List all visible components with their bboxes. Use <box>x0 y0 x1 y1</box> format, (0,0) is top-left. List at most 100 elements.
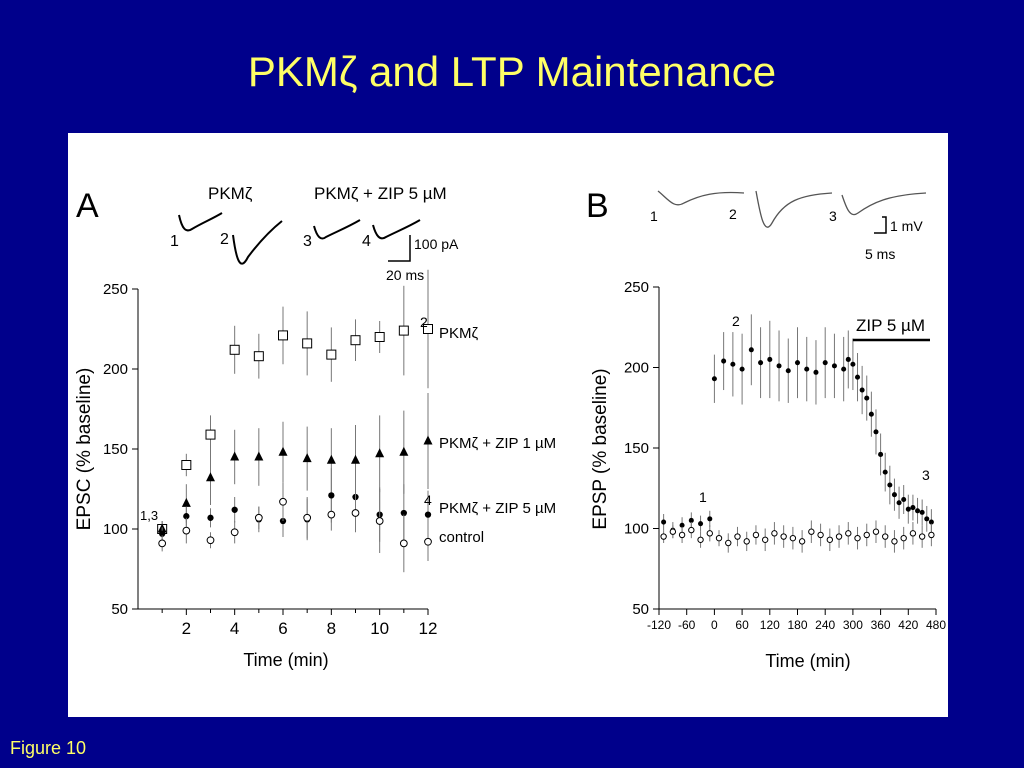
panel-b-ytick-label: 150 <box>624 440 649 457</box>
panel-a-point-filled <box>424 511 432 518</box>
panel-b-ytick-label: 250 <box>624 279 649 296</box>
panel-a-point-open <box>158 539 167 548</box>
panel-a-label: A <box>76 187 99 225</box>
panel-a-point-filled <box>400 509 407 517</box>
panel-a-point-open <box>230 528 239 537</box>
panel-a-annotation-1-3: 1,3 <box>140 508 158 523</box>
panel-a-point-square <box>253 351 264 362</box>
panel-b-xtick-label: 240 <box>815 618 835 632</box>
legend-pkmz: PKMζ <box>439 325 479 342</box>
panel-b-point-filled <box>730 361 736 367</box>
panel-a-point-square <box>229 344 240 355</box>
panel-b-point-open <box>882 533 889 540</box>
legend-pkmz-zip1: PKMζ + ZIP 1 µM <box>439 435 556 452</box>
panel-b-point-open <box>660 533 667 540</box>
panel-a-xtick-label: 2 <box>182 619 191 638</box>
panel-b-marks <box>660 314 935 553</box>
trace-b-scale-x: 5 ms <box>865 246 895 262</box>
panel-a-point-triangle <box>278 446 288 456</box>
panel-a-xlabel: Time (min) <box>243 650 328 670</box>
panel-b-point-filled <box>850 361 856 367</box>
trace-b-3 <box>841 192 927 216</box>
panel-b-point-open <box>817 531 824 539</box>
panel-b-point-filled <box>711 376 717 382</box>
panel-a-point-filled <box>231 506 238 513</box>
panel-a-point-square <box>302 338 313 349</box>
panel-a-axes: 50 100 150 200 250 2 4 6 8 10 12 <box>103 281 437 638</box>
panel-a-ytick-label: 200 <box>103 361 128 378</box>
panel-a-ytick-label: 50 <box>111 601 128 618</box>
panel-b-point-filled <box>739 366 745 372</box>
panel-a-point-square <box>423 324 433 334</box>
panel-b-xtick-label: 300 <box>843 618 863 632</box>
panel-a-ylabel: EPSC (% baseline) <box>74 368 95 531</box>
panel-b-point-open <box>854 534 861 542</box>
panel-a-point-open <box>351 509 360 517</box>
panel-a-point-open <box>375 517 384 525</box>
trace-b-number-3: 3 <box>829 208 837 224</box>
panel-b-point-filled <box>794 360 801 366</box>
panel-b-point-open <box>734 533 741 540</box>
panel-b-point-filled <box>698 521 704 527</box>
trace-number-1: 1 <box>170 233 179 250</box>
panel-a-point-square <box>181 460 192 470</box>
panel-b-point-open <box>798 538 806 545</box>
panel-b-xtick-label: -120 <box>647 618 671 632</box>
panel-b-point-filled <box>878 451 884 457</box>
panel-b-point-filled <box>804 366 810 372</box>
panel-a-point-open <box>206 536 215 545</box>
panel-b-point-filled <box>831 363 837 369</box>
panel-b-ylabel: EPSP (% baseline) <box>590 368 611 529</box>
trace-number-2: 2 <box>220 231 229 248</box>
panel-b-point-filled <box>822 360 828 366</box>
panel-a-xtick-label: 6 <box>278 619 287 638</box>
panel-a-point-open <box>279 497 287 506</box>
panel-b-point-filled <box>661 519 667 525</box>
panel-b-annotation-1: 1 <box>699 489 707 505</box>
panel-b-point-open <box>725 539 732 547</box>
legend-control: control <box>439 529 484 546</box>
panel-b-point-open <box>752 531 760 539</box>
panel-b-axes: 50 100 150 200 250 -120 -60 0 60 120 180 240 300 360 4… <box>624 279 946 632</box>
trace-label-pkmz: PKMζ <box>208 184 253 203</box>
panel-b-point-open <box>669 528 677 535</box>
panel-a-annotation-4: 4 <box>424 492 432 508</box>
trace-b-scale-bar <box>874 216 887 234</box>
panel-a-point-filled <box>183 513 190 520</box>
panel-b-xtick-label: -60 <box>678 618 696 632</box>
panel-b-point-open <box>845 530 852 537</box>
panel-b-point-filled <box>841 366 847 372</box>
panel-a-trace-inset <box>178 212 421 265</box>
panel-b-point-filled <box>896 500 902 506</box>
panel-b-point-open <box>872 528 880 535</box>
panel-b-point-open <box>678 531 686 539</box>
panel-b-point-filled <box>679 522 685 528</box>
panel-a-point-square <box>205 429 216 440</box>
panel-a-marks <box>157 269 433 573</box>
panel-a-point-open <box>182 526 191 535</box>
panel-b-xtick-label: 60 <box>735 618 749 632</box>
panel-b-point-filled <box>864 395 870 401</box>
trace-3 <box>313 219 361 240</box>
panel-a-ytick-label: 150 <box>103 441 128 458</box>
panel-b-ytick-label: 50 <box>632 601 649 618</box>
panel-a-point-filled <box>159 530 166 537</box>
trace-label-pkmz-zip: PKMζ + ZIP 5 µM <box>314 184 447 203</box>
panel-b-point-filled <box>748 347 754 353</box>
panel-b-point-open <box>900 534 907 542</box>
panel-a-point-square <box>350 335 361 346</box>
panel-a-point-triangle <box>181 497 191 507</box>
panel-b-point-open <box>761 536 769 543</box>
panel-a-point-open <box>254 513 263 522</box>
trace-2 <box>232 220 283 265</box>
panel-b-point-open <box>743 538 750 545</box>
panel-b-point-filled <box>915 508 921 514</box>
panel-b-point-open <box>697 536 704 543</box>
panel-a-point-open <box>327 510 336 519</box>
panel-b-point-filled <box>854 374 861 380</box>
trace-b-scale-y: 1 mV <box>890 218 923 234</box>
panel-a: A PKMζ PKMζ + ZIP 5 µM 1 2 3 4 100 pA 20… <box>74 184 556 670</box>
panel-a-point-open <box>399 539 408 548</box>
footer-label: Figure 10 <box>10 738 87 758</box>
panel-b-point-open <box>909 530 917 537</box>
